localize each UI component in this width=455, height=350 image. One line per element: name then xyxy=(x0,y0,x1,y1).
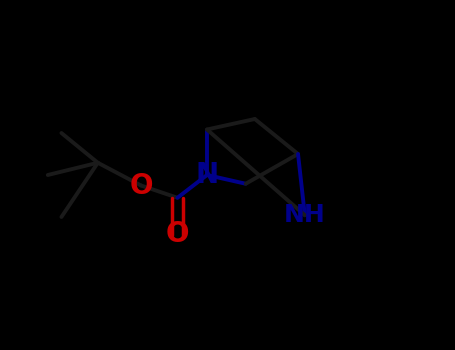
Text: N: N xyxy=(196,161,218,189)
Text: O: O xyxy=(166,220,189,248)
Text: NH: NH xyxy=(284,203,326,227)
Text: O: O xyxy=(129,172,153,200)
